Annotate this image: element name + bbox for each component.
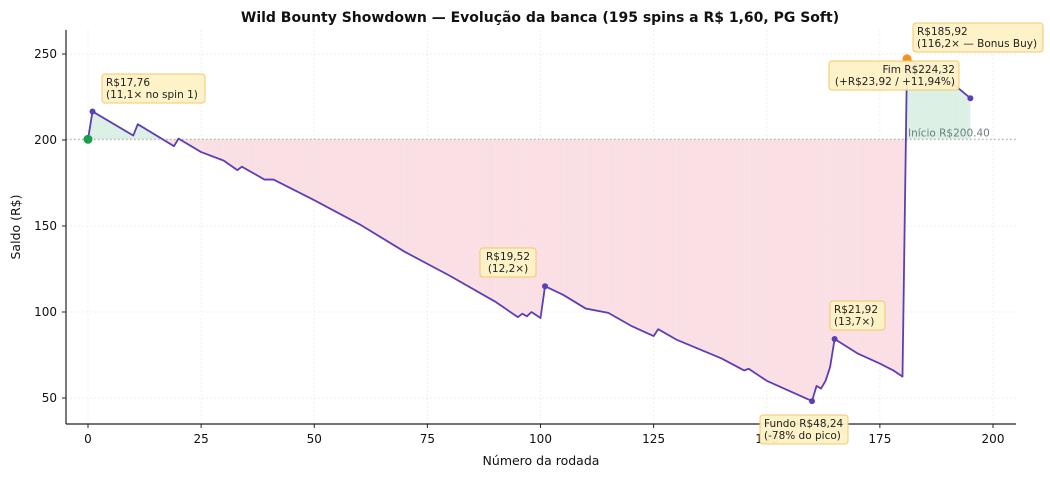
annotation-win165: R$21,92(13,7×)	[829, 300, 886, 331]
win-1-marker	[89, 108, 96, 115]
loss-area	[540, 139, 546, 319]
annotation-bonus: R$185,92(116,2× — Bonus Buy)	[912, 22, 1044, 53]
x-tick-label: 125	[642, 432, 665, 446]
annotation-text: (13,7×)	[834, 316, 874, 328]
loss-area	[825, 139, 831, 381]
loss-area	[264, 139, 274, 180]
loss-area	[495, 139, 518, 318]
annotation-win101: R$19,52(12,2×)	[479, 247, 537, 278]
annotation-box	[828, 60, 960, 91]
markers	[83, 54, 974, 405]
loss-area	[545, 139, 564, 295]
annotation-text: (-78% do pico)	[764, 430, 841, 442]
reference-label: Início R$200.40	[908, 127, 990, 139]
chart-title: Wild Bounty Showdown — Evolução da banca…	[241, 10, 839, 26]
loss-area	[608, 139, 631, 326]
loss-area	[517, 139, 523, 318]
annotation-box	[479, 247, 537, 278]
annotation-box	[912, 22, 1044, 53]
annotation-win1: R$17,76(11,1× no spin 1)	[101, 73, 206, 104]
loss-area	[830, 139, 835, 368]
y-tick-label: 50	[42, 391, 57, 405]
y-axis-label: Saldo (R$)	[8, 194, 23, 259]
loss-area	[237, 139, 242, 171]
y-tick-label: 200	[34, 133, 57, 147]
loss-area	[314, 139, 360, 225]
loss-area	[834, 139, 858, 354]
loss-area	[893, 139, 903, 377]
x-tick-label: 75	[420, 432, 435, 446]
loss-area	[766, 139, 812, 402]
gain-loss-fills	[88, 58, 971, 402]
loss-area	[658, 139, 677, 340]
loss-area	[721, 139, 745, 371]
win-101-marker	[542, 283, 549, 290]
loss-area	[201, 139, 224, 161]
loss-area	[744, 139, 749, 371]
loss-area	[653, 139, 659, 337]
x-tick-label: 0	[84, 432, 92, 446]
loss-area	[241, 139, 256, 175]
y-tick-label: 250	[34, 47, 57, 61]
annotation-box	[829, 300, 886, 331]
end-marker	[967, 95, 974, 102]
annotation-box	[101, 73, 206, 104]
annotation-end: Fim R$224,32(+R$23,92 / +11,94%)	[828, 60, 960, 91]
loss-area	[631, 139, 654, 337]
y-tick-label: 100	[34, 305, 57, 319]
loss-area	[563, 139, 586, 309]
x-axis-label: Número da rodada	[483, 453, 600, 468]
x-tick-label: 50	[307, 432, 322, 446]
win-165-marker	[831, 336, 838, 343]
x-ticks: 0255075100125150175200	[84, 424, 1004, 446]
loss-area	[255, 139, 265, 180]
annotation-text: R$185,92	[917, 26, 968, 38]
loss-area	[879, 139, 894, 371]
loss-area	[748, 139, 767, 381]
annotation-text: R$19,52	[486, 251, 530, 263]
annotation-text: (12,2×)	[488, 263, 528, 275]
loss-area	[585, 139, 609, 313]
loss-area	[816, 139, 822, 389]
loss-area	[526, 139, 532, 317]
annotation-box	[759, 414, 849, 445]
loss-area	[821, 139, 826, 389]
annotation-text: Fundo R$48,24	[764, 418, 844, 430]
annotation-bottom: Fundo R$48,24(-78% do pico)	[759, 414, 849, 445]
loss-area	[404, 139, 450, 276]
annotations: R$17,76(11,1× no spin 1)R$19,52(12,2×)R$…	[101, 22, 1044, 445]
x-tick-label: 100	[529, 432, 552, 446]
y-ticks: 50 100 150 200 250	[34, 47, 66, 405]
x-tick-label: 25	[193, 432, 208, 446]
annotation-text: (11,1× no spin 1)	[106, 89, 198, 101]
balance-line	[87, 57, 971, 402]
loss-area	[812, 139, 817, 402]
loss-area	[676, 139, 722, 359]
loss-area	[531, 139, 541, 319]
annotation-text: R$21,92	[834, 304, 878, 316]
loss-area	[359, 139, 405, 252]
y-tick-label: 150	[34, 219, 57, 233]
annotation-text: R$17,76	[106, 77, 150, 89]
loss-area	[273, 139, 315, 201]
bottom-marker	[809, 398, 815, 405]
loss-area	[522, 139, 527, 317]
annotation-text: (+R$23,92 / +11,94%)	[835, 76, 955, 88]
gain-area	[952, 83, 971, 140]
x-tick-label: 175	[868, 432, 891, 446]
annotation-text: (116,2× — Bonus Buy)	[917, 38, 1037, 50]
annotation-text: Fim R$224,32	[883, 64, 955, 76]
start-marker	[83, 134, 93, 144]
x-tick-label: 200	[982, 432, 1005, 446]
